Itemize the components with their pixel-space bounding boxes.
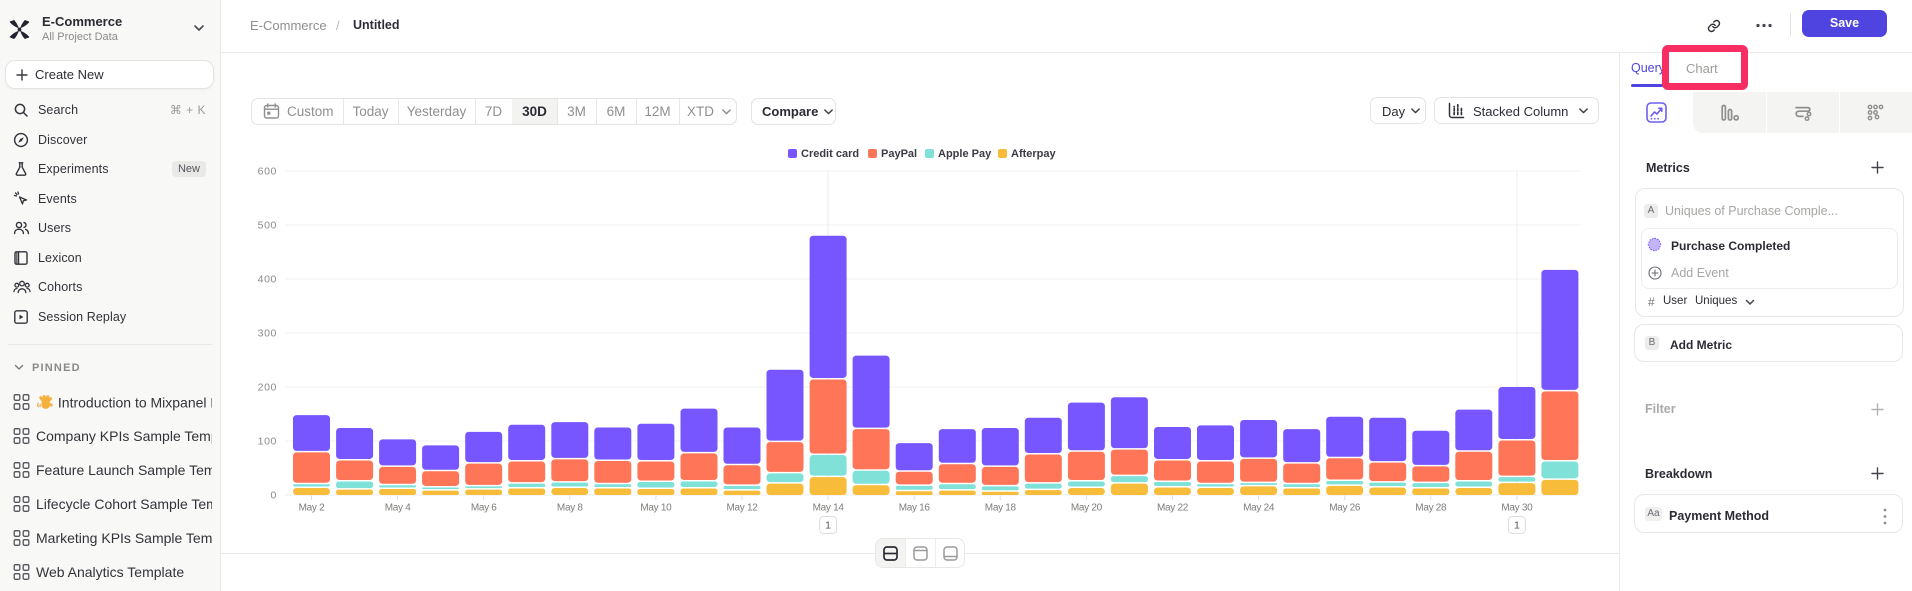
svg-text:1: 1 <box>825 520 831 532</box>
svg-text:May 26: May 26 <box>1329 503 1361 514</box>
svg-text:200: 200 <box>258 382 277 394</box>
svg-text:May 10: May 10 <box>640 503 672 514</box>
svg-text:May 12: May 12 <box>727 503 759 514</box>
svg-text:May 2: May 2 <box>299 503 325 514</box>
svg-text:May 8: May 8 <box>557 503 583 514</box>
svg-text:May 14: May 14 <box>813 503 845 514</box>
svg-text:May 22: May 22 <box>1157 503 1189 514</box>
svg-text:May 20: May 20 <box>1071 503 1103 514</box>
svg-text:May 28: May 28 <box>1415 503 1447 514</box>
svg-text:1: 1 <box>1514 520 1520 532</box>
svg-text:May 24: May 24 <box>1243 503 1275 514</box>
svg-text:100: 100 <box>258 436 277 448</box>
svg-text:300: 300 <box>258 328 277 340</box>
svg-text:400: 400 <box>258 274 277 286</box>
svg-text:500: 500 <box>258 220 277 232</box>
svg-text:May 18: May 18 <box>985 503 1017 514</box>
svg-text:May 6: May 6 <box>471 503 497 514</box>
svg-text:600: 600 <box>258 166 277 178</box>
svg-text:May 30: May 30 <box>1501 503 1533 514</box>
svg-text:May 4: May 4 <box>385 503 411 514</box>
svg-text:0: 0 <box>271 490 277 502</box>
svg-text:May 16: May 16 <box>899 503 931 514</box>
